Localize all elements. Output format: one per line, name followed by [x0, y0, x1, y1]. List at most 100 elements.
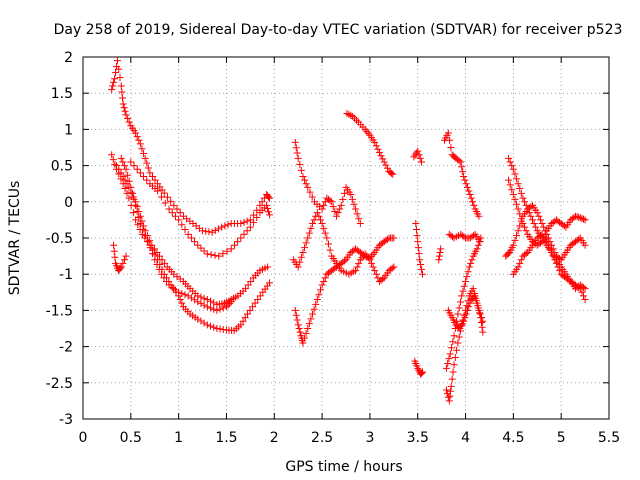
data-point — [413, 232, 421, 240]
data-point — [369, 263, 377, 271]
data-point — [455, 304, 463, 312]
x-tick-label: 3 — [365, 430, 374, 446]
x-tick-label: 1.5 — [215, 430, 237, 446]
data-point — [506, 181, 514, 189]
data-point — [157, 193, 165, 201]
data-point — [353, 263, 361, 271]
data-point — [548, 248, 556, 256]
data-point — [549, 252, 557, 260]
data-point — [112, 69, 120, 77]
data-point — [468, 256, 476, 264]
data-point — [380, 158, 388, 166]
data-point — [135, 213, 143, 221]
data-point — [377, 152, 385, 160]
data-point — [168, 209, 176, 217]
data-point — [556, 267, 564, 275]
data-point — [124, 171, 132, 179]
data-point — [234, 238, 242, 246]
data-point — [208, 228, 216, 236]
data-point — [111, 75, 119, 83]
data-point — [155, 265, 163, 273]
data-point — [160, 274, 168, 282]
data-point — [140, 172, 148, 180]
data-point — [508, 162, 516, 170]
axis-ticks — [82, 56, 610, 420]
x-tick-label: 0 — [79, 430, 88, 446]
data-point — [135, 136, 143, 144]
data-point — [146, 244, 154, 252]
data-point — [263, 201, 271, 209]
data-point — [197, 293, 205, 301]
data-point — [581, 241, 589, 249]
data-point — [256, 201, 264, 209]
data-point — [250, 218, 258, 226]
data-point — [165, 205, 173, 213]
data-point — [143, 159, 151, 167]
data-point — [461, 176, 469, 184]
data-point — [148, 172, 156, 180]
data-point — [473, 245, 481, 253]
x-tick-labels: 0 0.5 1 1.5 2 2.5 3 3.5 4 4.5 5 5.5 — [79, 430, 621, 446]
data-point — [117, 82, 125, 90]
data-point — [119, 94, 127, 102]
data-point — [247, 277, 255, 285]
data-point — [444, 393, 452, 401]
data-point — [127, 183, 135, 191]
data-point — [296, 160, 304, 168]
data-point — [352, 205, 360, 213]
data-point — [465, 187, 473, 195]
y-tick-label: 0.5 — [51, 159, 73, 175]
data-point — [207, 322, 215, 330]
data-point — [460, 172, 468, 180]
data-point — [141, 154, 149, 162]
data-point — [136, 169, 144, 177]
data-point — [581, 285, 589, 293]
data-point — [136, 212, 144, 220]
data-point — [579, 292, 587, 300]
data-point — [112, 162, 120, 170]
data-point — [540, 223, 548, 231]
data-point — [219, 304, 227, 312]
data-point — [460, 317, 468, 325]
data-point — [302, 180, 310, 188]
data-point — [154, 187, 162, 195]
data-point — [203, 303, 211, 311]
data-point — [470, 201, 478, 209]
data-point — [304, 183, 312, 191]
data-point — [462, 180, 470, 188]
data-point — [191, 238, 199, 246]
data-point — [543, 238, 551, 246]
data-point — [119, 172, 127, 180]
y-tick-label: -1.5 — [46, 303, 73, 319]
data-point — [442, 386, 450, 394]
data-point — [374, 145, 382, 153]
data-point — [221, 222, 229, 230]
data-point — [517, 215, 525, 223]
data-point — [464, 268, 472, 276]
data-point — [127, 158, 135, 166]
data-point — [516, 259, 524, 267]
data-point — [265, 211, 273, 219]
data-point — [161, 259, 169, 267]
data-point — [136, 220, 144, 228]
data-point — [124, 115, 132, 123]
data-point — [447, 387, 455, 395]
data-point — [293, 149, 301, 157]
data-point — [151, 256, 159, 264]
data-point — [459, 287, 467, 295]
x-tick-label: 4.5 — [502, 430, 524, 446]
data-point — [309, 220, 317, 228]
data-point — [171, 212, 179, 220]
data-point — [306, 188, 314, 196]
data-point — [241, 314, 249, 322]
data-point — [371, 267, 379, 275]
data-point — [418, 158, 426, 166]
data-point — [223, 247, 231, 255]
data-point — [419, 270, 427, 278]
data-point — [417, 261, 425, 269]
data-point — [445, 397, 453, 405]
data-point — [323, 234, 331, 242]
data-point — [265, 208, 273, 216]
data-point — [122, 252, 130, 260]
data-point — [264, 263, 272, 271]
